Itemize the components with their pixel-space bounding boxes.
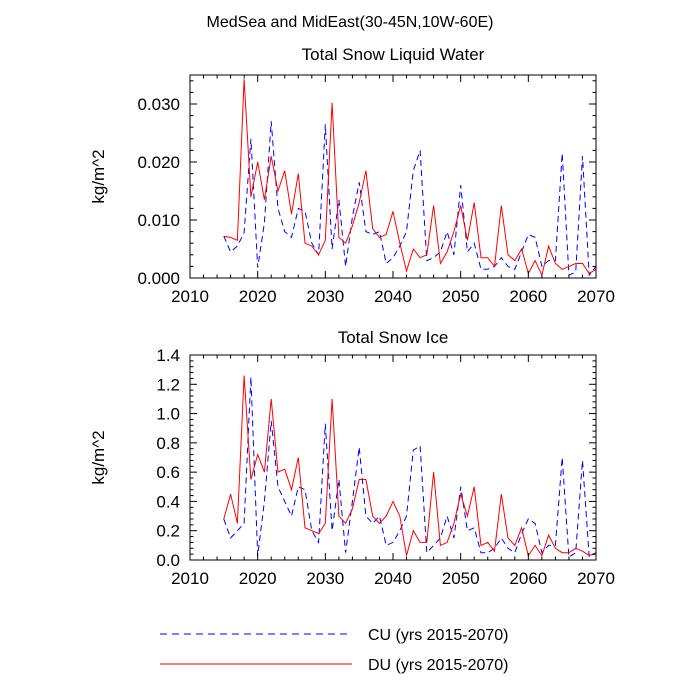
chart-title: Total Snow Liquid Water <box>302 45 485 64</box>
legend-label-cu: CU (yrs 2015-2070) <box>368 627 509 644</box>
y-tick-label: 0.2 <box>156 522 180 541</box>
x-tick-label: 2030 <box>306 287 344 306</box>
x-tick-label: 2040 <box>374 569 412 588</box>
series-line-cu <box>223 376 597 558</box>
y-tick-label: 0.030 <box>137 95 180 114</box>
panel-total-snow-liquid-water: Total Snow Liquid Water kg/m^2 2010 2020 203… <box>89 45 615 306</box>
x-tick-label: 2070 <box>577 569 615 588</box>
x-tick-label: 2050 <box>442 287 480 306</box>
chart-title: Total Snow Ice <box>338 328 449 347</box>
y-tick-label: 1.4 <box>156 346 180 365</box>
plot-frame <box>189 74 597 279</box>
x-tick-label: 2050 <box>442 569 480 588</box>
figure-suptitle: MedSea and MidEast(30-45N,10W-60E) <box>207 14 494 31</box>
y-tick-label: 0.010 <box>137 211 180 230</box>
y-tick-label: 1.2 <box>156 375 180 394</box>
x-tick-label: 2020 <box>239 569 277 588</box>
series-line-cu <box>223 121 597 277</box>
x-tick-label: 2040 <box>374 287 412 306</box>
y-axis-label: kg/m^2 <box>89 149 108 203</box>
y-tick-label: 0.8 <box>156 434 180 453</box>
series-line-du <box>223 79 597 277</box>
y-tick-label: 0.4 <box>156 492 180 511</box>
series-line-du <box>223 375 597 557</box>
panel-total-snow-ice: Total Snow Ice kg/m^2 2010 2020 2030 2040 2050… <box>89 328 615 588</box>
x-tick-label: 2060 <box>509 569 547 588</box>
legend-label-du: DU (yrs 2015-2070) <box>368 657 509 674</box>
y-tick-label: 0.6 <box>156 463 180 482</box>
legend: CU (yrs 2015-2070) DU (yrs 2015-2070) <box>160 627 509 674</box>
x-tick-label: 2020 <box>239 287 277 306</box>
y-tick-label: 0.020 <box>137 153 180 172</box>
y-axis-label: kg/m^2 <box>89 430 108 484</box>
x-tick-label: 2030 <box>306 569 344 588</box>
x-tick-label: 2010 <box>171 569 209 588</box>
x-tick-label: 2010 <box>171 287 209 306</box>
y-tick-label: 1.0 <box>156 405 180 424</box>
x-tick-label: 2060 <box>509 287 547 306</box>
y-tick-label: 0.0 <box>156 551 180 570</box>
y-tick-label: 0.000 <box>137 269 180 288</box>
x-tick-label: 2070 <box>577 287 615 306</box>
